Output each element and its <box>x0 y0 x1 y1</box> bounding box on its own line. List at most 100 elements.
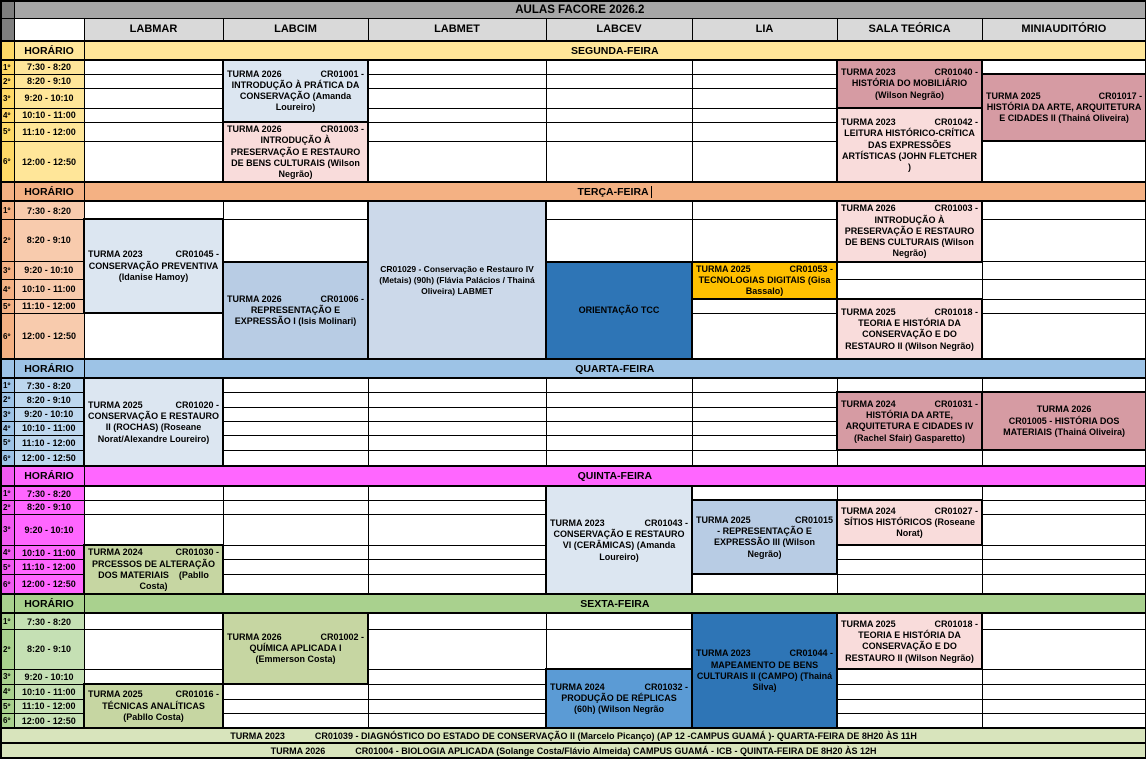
slot-number-cell[interactable]: 6º <box>0 312 15 360</box>
empty-cell[interactable] <box>691 377 838 393</box>
empty-cell[interactable] <box>367 628 547 670</box>
course-cell-cr01030[interactable]: TURMA 2024 CR01030 - PRCESSOS DE ALTERAÇÃO… <box>83 544 224 596</box>
day-banner-sexta-feira[interactable]: SEXTA-FEIRA <box>83 593 1146 615</box>
time-slot-cell[interactable]: 9:20 - 10:10 <box>13 513 85 546</box>
empty-cell[interactable] <box>545 449 693 467</box>
time-slot-cell[interactable]: 7:30 - 8:20 <box>13 59 85 75</box>
empty-cell[interactable] <box>83 499 224 515</box>
empty-cell[interactable] <box>83 485 224 501</box>
slot-number-cell[interactable]: 2º <box>0 499 15 515</box>
course-cell-cr01042[interactable]: TURMA 2023 CR01042 - LEITURA HISTÓRICO-CRÍ… <box>836 106 983 184</box>
empty-cell[interactable] <box>981 278 1146 300</box>
slot-number-cell[interactable]: 2º <box>0 391 15 408</box>
course-cell-cr01053[interactable]: TURMA 2025 CR01053 - TECNOLOGIAS DIGITAIS … <box>691 260 838 301</box>
empty-cell[interactable] <box>222 377 369 393</box>
empty-cell[interactable] <box>691 140 838 183</box>
empty-cell[interactable] <box>367 434 547 451</box>
empty-cell[interactable] <box>981 628 1146 670</box>
empty-cell[interactable] <box>836 668 983 685</box>
slot-number-cell[interactable]: 5º <box>0 559 15 575</box>
empty-cell[interactable] <box>545 140 693 183</box>
empty-cell[interactable] <box>367 107 547 123</box>
empty-cell[interactable] <box>222 712 369 729</box>
slot-number-cell[interactable]: 2º <box>0 73 15 89</box>
time-slot-cell[interactable]: 10:10 - 11:00 <box>13 278 85 300</box>
column-header-labmet[interactable]: LABMET <box>367 17 547 42</box>
empty-cell[interactable] <box>367 712 547 729</box>
empty-cell[interactable] <box>981 612 1146 630</box>
time-slot-cell[interactable]: 9:20 - 10:10 <box>13 406 85 422</box>
empty-cell[interactable] <box>367 612 547 630</box>
empty-cell[interactable] <box>545 121 693 142</box>
empty-cell[interactable] <box>691 573 838 595</box>
time-slot-cell[interactable]: 11:10 - 12:00 <box>13 698 85 714</box>
empty-cell[interactable] <box>367 513 547 546</box>
time-slot-cell[interactable]: 10:10 - 11:00 <box>13 107 85 123</box>
empty-cell[interactable] <box>981 513 1146 546</box>
slot-number-cell[interactable]: 4º <box>0 420 15 436</box>
empty-cell[interactable] <box>222 683 369 700</box>
empty-cell[interactable] <box>222 485 369 501</box>
column-header-sala-teorica[interactable]: SALA TEÓRICA <box>836 17 983 42</box>
column-header-lia[interactable]: LIA <box>691 17 838 42</box>
empty-cell[interactable] <box>691 87 838 109</box>
slot-number-cell[interactable]: 3º <box>0 668 15 685</box>
empty-cell[interactable] <box>83 200 224 220</box>
slot-number-cell[interactable]: 1º <box>0 377 15 393</box>
column-header-labcim[interactable]: LABCIM <box>222 17 369 42</box>
empty-cell[interactable] <box>691 420 838 436</box>
slot-number-cell[interactable]: 5º <box>0 121 15 142</box>
column-header-miniauditorio[interactable]: MINIAUDITÓRIO <box>981 17 1146 42</box>
course-cell-cr01045[interactable]: TURMA 2023 CR01045 - CONSERVAÇÃO PREVENTIV… <box>83 218 224 315</box>
empty-cell[interactable] <box>367 573 547 595</box>
empty-cell[interactable] <box>545 391 693 408</box>
time-slot-cell[interactable]: 7:30 - 8:20 <box>13 377 85 393</box>
time-slot-cell[interactable]: 12:00 - 12:50 <box>13 573 85 595</box>
empty-cell[interactable] <box>367 420 547 436</box>
empty-cell[interactable] <box>367 499 547 515</box>
footnote-cell[interactable]: TURMA 2026 CR01004 - BIOLOGIA APLICADA (S… <box>0 742 1146 759</box>
course-cell-cr01018[interactable]: TURMA 2025 CR01018 - TEORIA E HISTÓRIA DA … <box>836 612 983 671</box>
empty-cell[interactable] <box>367 559 547 575</box>
empty-cell[interactable] <box>836 544 983 561</box>
time-slot-cell[interactable]: 7:30 - 8:20 <box>13 200 85 220</box>
slot-number-cell[interactable]: 6º <box>0 140 15 183</box>
empty-cell[interactable] <box>83 668 224 685</box>
horario-label[interactable]: HORÁRIO <box>13 358 85 380</box>
time-slot-cell[interactable]: 7:30 - 8:20 <box>13 612 85 630</box>
time-slot-cell[interactable]: 12:00 - 12:50 <box>13 140 85 183</box>
empty-cell[interactable] <box>367 683 547 700</box>
slot-number-cell[interactable]: 6º <box>0 573 15 595</box>
time-slot-cell[interactable]: 8:20 - 9:10 <box>13 628 85 670</box>
slot-number-cell[interactable]: 6º <box>0 449 15 467</box>
course-cell-cr01018[interactable]: TURMA 2025 CR01018 - TEORIA E HISTÓRIA DA … <box>836 298 983 361</box>
slot-number-cell[interactable]: 1º <box>0 200 15 220</box>
empty-cell[interactable] <box>836 485 983 501</box>
day-marker-cell[interactable] <box>0 593 15 615</box>
empty-cell[interactable] <box>83 59 224 75</box>
empty-cell[interactable] <box>981 559 1146 575</box>
empty-cell[interactable] <box>981 499 1146 515</box>
empty-cell[interactable] <box>367 449 547 467</box>
slot-number-cell[interactable]: 5º <box>0 434 15 451</box>
time-slot-cell[interactable]: 10:10 - 11:00 <box>13 544 85 561</box>
empty-cell[interactable] <box>222 218 369 263</box>
empty-cell[interactable] <box>981 449 1146 467</box>
empty-cell[interactable] <box>367 121 547 142</box>
time-slot-cell[interactable]: 9:20 - 10:10 <box>13 87 85 109</box>
empty-cell[interactable] <box>691 312 838 360</box>
empty-cell[interactable] <box>691 406 838 422</box>
empty-cell[interactable] <box>83 312 224 360</box>
empty-cell[interactable] <box>836 449 983 467</box>
empty-cell[interactable] <box>981 573 1146 595</box>
empty-cell[interactable] <box>222 513 369 546</box>
time-slot-cell[interactable]: 8:20 - 9:10 <box>13 73 85 89</box>
empty-cell[interactable] <box>691 121 838 142</box>
empty-cell[interactable] <box>83 612 224 630</box>
day-marker-cell[interactable] <box>0 358 15 380</box>
course-cell-cr01006[interactable]: TURMA 2026 CR01006 - REPRESENTAÇÃO E EXPRE… <box>222 260 369 361</box>
empty-cell[interactable] <box>981 698 1146 714</box>
empty-cell[interactable] <box>545 628 693 670</box>
empty-cell[interactable] <box>83 121 224 142</box>
empty-cell[interactable] <box>222 573 369 595</box>
